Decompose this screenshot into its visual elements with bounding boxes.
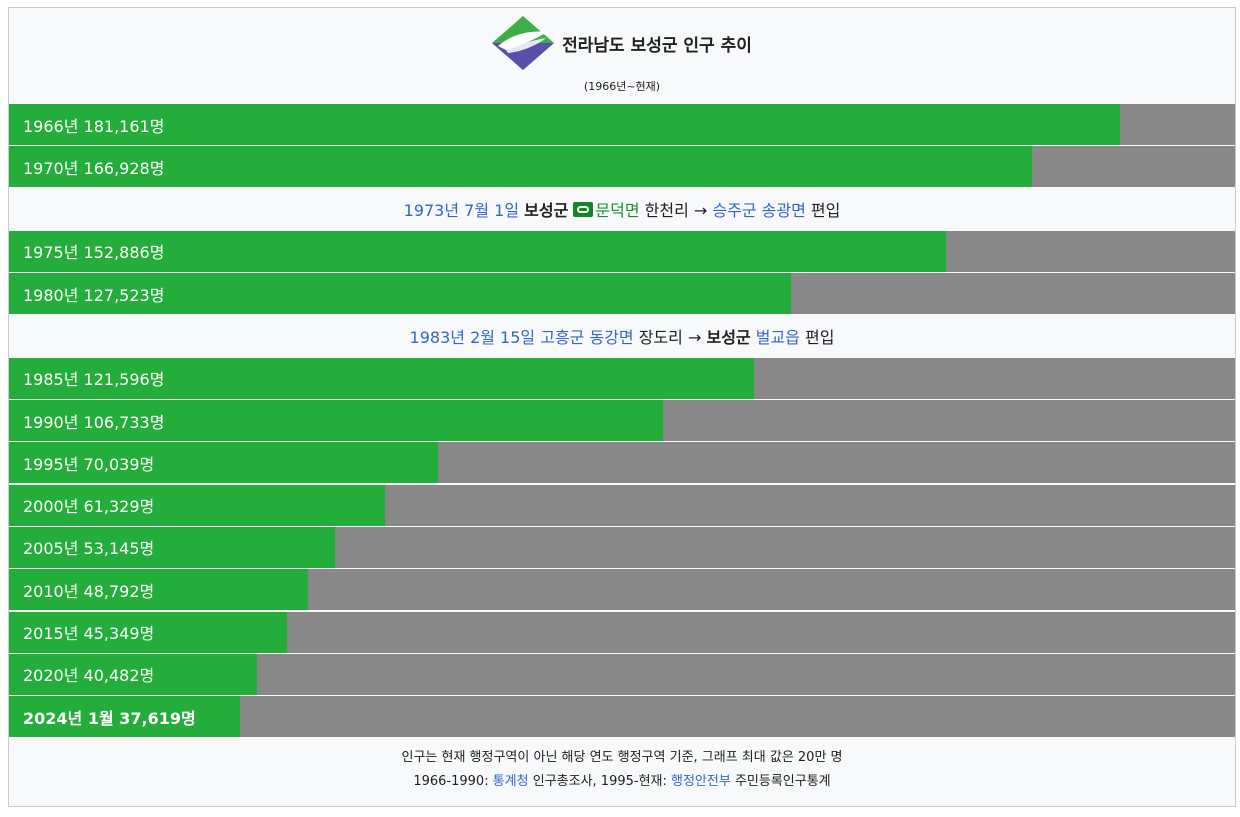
chart-header: 전라남도 보성군 인구 추이 (1966년~현재) (9, 8, 1235, 104)
footer-source-mid: 인구총조사, 1995-현재: (528, 774, 672, 789)
statistics-korea-link[interactable]: 통계청 (492, 774, 529, 789)
footer-source-prefix: 1966-1990: (413, 774, 493, 789)
bar-label-1995: 1995년 70,039명 (23, 454, 155, 474)
bar-row-1980: 1980년 127,523명 (9, 273, 1235, 315)
note-text: 보성군 (524, 201, 569, 221)
note-link[interactable]: 고흥군 동강면 (540, 327, 634, 347)
chart-title: 전라남도 보성군 인구 추이 (562, 35, 752, 56)
ministry-interior-link[interactable]: 행정안전부 (671, 774, 731, 789)
note-text: 편입 (805, 201, 841, 221)
bar-label-1966: 1966년 181,161명 (23, 116, 165, 136)
bar-2010 (9, 569, 308, 611)
note-link[interactable]: 문덕면 (595, 201, 640, 221)
footer-note: 인구는 현재 행정구역이 아닌 해당 연도 행정구역 기준, 그래프 최대 값은… (401, 750, 843, 765)
bar-label-2005: 2005년 53,145명 (23, 539, 155, 559)
bar-label-2015: 2015년 45,349명 (23, 624, 155, 644)
bar-label-1970: 1970년 166,928명 (23, 158, 165, 178)
footer-source: 1966-1990: 통계청 인구총조사, 1995-현재: 행정안전부 주민등… (9, 770, 1235, 794)
bar-rows: 1966년 181,161명 1970년 166,928명 1973년 7월 1일 … (9, 104, 1235, 738)
note-link[interactable]: 벌교읍 (755, 327, 800, 347)
bar-row-1985: 1985년 121,596명 (9, 357, 1235, 399)
bar-row-2024: 2024년 1월 37,619명 (9, 696, 1235, 738)
bar-2005 (9, 526, 335, 568)
chart-frame: 전라남도 보성군 인구 추이 (1966년~현재) 1966년 181,161명… (8, 7, 1236, 807)
bar-label-1985: 1985년 121,596명 (23, 370, 165, 390)
bar-row-2000: 2000년 61,329명 (9, 484, 1235, 526)
bar-1990 (9, 400, 663, 442)
note-text: 한천리 → (639, 201, 713, 221)
bar-row-1990: 1990년 106,733명 (9, 400, 1235, 442)
note-link[interactable]: 1983년 2월 15일 (409, 327, 536, 347)
note-text: 보성군 (706, 327, 751, 347)
link-chain-icon (573, 201, 594, 217)
bar-1980 (9, 273, 791, 315)
event-note: 1983년 2월 15일 고흥군 동강면 장도리 → 보성군 벌교읍 편입 (9, 315, 1235, 357)
bar-row-2015: 2015년 45,349명 (9, 611, 1235, 653)
event-note: 1973년 7월 1일 보성군 문덕면 한천리 → 승주군 송광면 편입 (9, 188, 1235, 230)
bar-label-2020: 2020년 40,482명 (23, 666, 155, 686)
bar-2015 (9, 611, 287, 653)
bar-row-1995: 1995년 70,039명 (9, 442, 1235, 484)
bar-label-1990: 1990년 106,733명 (23, 412, 165, 432)
boseong-county-logo-icon (492, 16, 555, 70)
bar-2000 (9, 484, 385, 526)
bar-label-1975: 1975년 152,886명 (23, 243, 165, 263)
bar-row-2005: 2005년 53,145명 (9, 526, 1235, 568)
note-text: 편입 (799, 327, 835, 347)
bar-1985 (9, 357, 754, 399)
footer-source-suffix: 주민등록인구통계 (730, 774, 831, 789)
bar-2020 (9, 653, 257, 695)
note-link[interactable]: 1973년 7월 1일 (403, 201, 520, 221)
bar-label-1980: 1980년 127,523명 (23, 285, 165, 305)
note-text: 장도리 → (633, 327, 707, 347)
bar-2024 (9, 696, 240, 738)
chart-subtitle: (1966년~현재) (583, 80, 661, 93)
bar-row-1966: 1966년 181,161명 (9, 104, 1235, 145)
bar-1975 (9, 230, 946, 272)
bar-row-2020: 2020년 40,482명 (9, 653, 1235, 695)
bar-label-2000: 2000년 61,329명 (23, 497, 155, 517)
bar-label-2010: 2010년 48,792명 (23, 581, 155, 601)
note-link[interactable]: 승주군 송광면 (712, 201, 806, 221)
bar-1970 (9, 146, 1032, 188)
bar-row-2010: 2010년 48,792명 (9, 569, 1235, 611)
bar-1995 (9, 442, 438, 484)
bar-label-2024: 2024년 1월 37,619명 (23, 708, 196, 728)
bar-row-1975: 1975년 152,886명 (9, 230, 1235, 272)
title-row: 전라남도 보성군 인구 추이 (9, 16, 1235, 70)
bar-row-1970: 1970년 166,928명 (9, 146, 1235, 188)
bar-1966 (9, 104, 1120, 145)
chart-footer: 인구는 현재 행정구역이 아닌 해당 연도 행정구역 기준, 그래프 최대 값은… (9, 746, 1235, 794)
